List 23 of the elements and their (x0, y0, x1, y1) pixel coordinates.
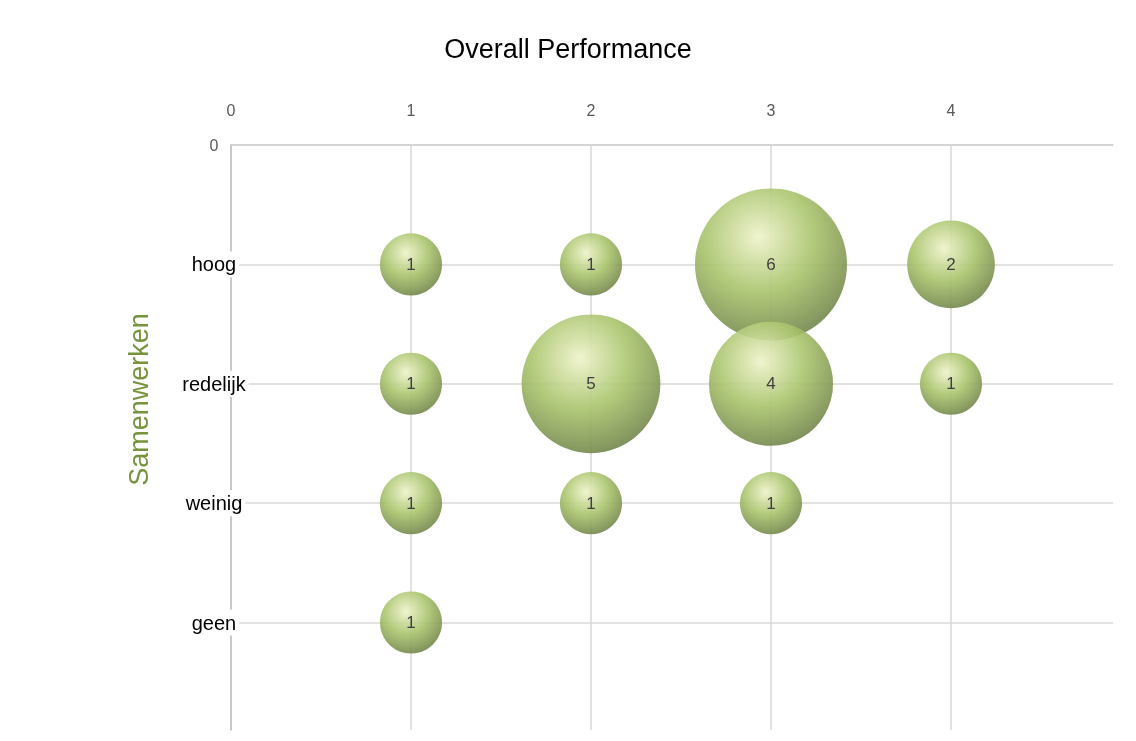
y-axis-title: Samenwerken (123, 313, 154, 486)
x-tick-label: 1 (406, 101, 416, 119)
y-tick-label: redelijk (182, 372, 247, 395)
annotation: 4 (766, 374, 776, 394)
y-tick-label: geen (191, 611, 237, 634)
y-tick-label: hoog (191, 253, 237, 276)
x-tick-label: 2 (586, 101, 596, 119)
annotation: 1 (406, 254, 416, 274)
annotation: 1 (946, 374, 956, 394)
annotation: 1 (766, 493, 776, 513)
annotation: 1 (406, 613, 416, 633)
annotation: 2 (946, 254, 956, 274)
annotation: 1 (406, 374, 416, 394)
annotation: 6 (766, 254, 776, 274)
x-tick-label: 4 (946, 101, 956, 119)
y-tick-label: weinig (184, 492, 243, 515)
x-tick-label: 3 (766, 101, 776, 119)
annotation: 1 (586, 254, 596, 274)
annotation: 1 (586, 493, 596, 513)
y-tick-label: 0 (209, 136, 219, 154)
chart-title: Overall Performance (444, 33, 692, 64)
annotation: 1 (406, 493, 416, 513)
annotation: 5 (586, 374, 596, 394)
